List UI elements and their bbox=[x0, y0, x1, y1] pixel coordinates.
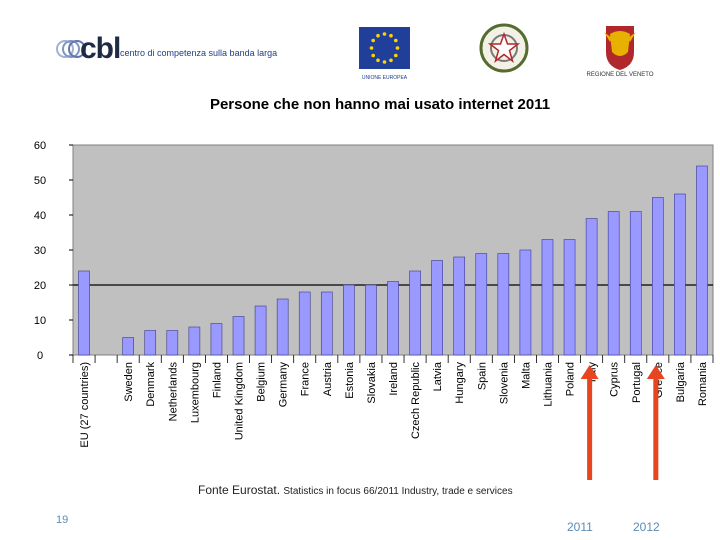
source-main: Fonte Eurostat. bbox=[198, 483, 281, 497]
bar bbox=[122, 337, 134, 356]
bar bbox=[320, 291, 333, 356]
bar bbox=[387, 281, 399, 356]
bar bbox=[453, 256, 466, 356]
italian-star-emblem-icon bbox=[479, 23, 529, 73]
bar bbox=[276, 298, 289, 356]
y-tick-label: 30 bbox=[34, 245, 46, 257]
bar bbox=[188, 326, 201, 356]
x-tick-label: Estonia bbox=[344, 361, 356, 399]
bar bbox=[696, 165, 708, 356]
x-tick-label: Romania bbox=[697, 361, 709, 406]
slide-number: 19 bbox=[56, 514, 69, 526]
bar bbox=[409, 270, 421, 356]
x-tick-label: Cyprus bbox=[609, 362, 621, 397]
bar bbox=[585, 218, 598, 356]
y-tick-label: 50 bbox=[34, 175, 46, 187]
y-tick-label: 20 bbox=[34, 280, 46, 292]
bar bbox=[541, 239, 554, 356]
x-tick-label: Ireland bbox=[388, 362, 400, 396]
x-tick-label: Portugal bbox=[631, 362, 643, 403]
eu-flag-logo: UNIONE EUROPEA bbox=[357, 25, 412, 81]
bar bbox=[365, 284, 377, 356]
bar bbox=[519, 249, 532, 356]
x-tick-label: Netherlands bbox=[167, 362, 179, 422]
eu-stars-icon bbox=[359, 27, 410, 69]
veneto-caption: REGIONE DEL VENETO bbox=[586, 72, 654, 78]
x-tick-label: Malta bbox=[520, 361, 532, 389]
bar bbox=[431, 260, 443, 356]
y-tick-label: 0 bbox=[37, 350, 43, 362]
y-tick-label: 40 bbox=[34, 210, 46, 222]
x-tick-label: Czech Republic bbox=[410, 362, 422, 440]
bar bbox=[78, 270, 90, 356]
annotation-arrow-head bbox=[580, 365, 599, 379]
bar bbox=[652, 197, 664, 356]
x-tick-label: Austria bbox=[322, 361, 334, 396]
x-tick-label: France bbox=[300, 362, 312, 396]
x-tick-label: EU (27 countries) bbox=[79, 362, 91, 448]
x-tick-label: Germany bbox=[278, 362, 290, 408]
bar bbox=[563, 239, 576, 356]
x-tick-label: Lithuania bbox=[542, 361, 554, 407]
bar bbox=[166, 330, 179, 356]
bar bbox=[298, 291, 311, 356]
x-tick-label: Luxembourg bbox=[189, 362, 201, 423]
cbl-rings-icon bbox=[56, 40, 86, 58]
bar-chart: Persone che non hanno mai usato internet… bbox=[34, 96, 714, 480]
bar bbox=[629, 211, 642, 356]
x-tick-label: Hungary bbox=[454, 362, 466, 404]
x-tick-label: Poland bbox=[565, 362, 577, 396]
cbl-tagline: centro di competenza sulla banda larga bbox=[120, 48, 278, 58]
bar bbox=[607, 211, 620, 356]
x-tick-label: Spain bbox=[476, 362, 488, 390]
bar bbox=[144, 330, 157, 356]
cbl-logo-mark: cbl bbox=[80, 32, 121, 65]
bar bbox=[497, 253, 510, 356]
year-label-2011: 2011 bbox=[567, 520, 593, 534]
eu-caption: UNIONE EUROPEA bbox=[361, 75, 408, 81]
x-tick-label: Latvia bbox=[432, 361, 444, 391]
x-tick-label: Finland bbox=[211, 362, 223, 398]
veneto-region-logo: REGIONE DEL VENETO bbox=[586, 22, 654, 82]
source-note: Fonte Eurostat. Statistics in focus 66/2… bbox=[198, 483, 513, 497]
annotation-arrow-head bbox=[646, 365, 665, 379]
italian-emblem-logo bbox=[478, 22, 530, 74]
winged-lion-icon bbox=[604, 26, 636, 70]
chart-title: Persone che non hanno mai usato internet… bbox=[210, 96, 550, 113]
x-tick-label: Slovakia bbox=[366, 361, 378, 403]
bar bbox=[232, 316, 245, 356]
bar bbox=[254, 305, 267, 356]
x-tick-label: Sweden bbox=[123, 362, 135, 402]
y-tick-label: 60 bbox=[34, 140, 46, 152]
year-label-2012: 2012 bbox=[633, 520, 660, 534]
bar bbox=[475, 253, 488, 356]
x-tick-label: Bulgaria bbox=[675, 361, 687, 402]
y-tick-label: 10 bbox=[34, 315, 46, 327]
x-tick-label: Belgium bbox=[256, 362, 268, 402]
source-detail: Statistics in focus 66/2011 Industry, tr… bbox=[283, 486, 513, 497]
bar bbox=[343, 284, 355, 356]
x-tick-label: Denmark bbox=[145, 362, 157, 407]
bar bbox=[210, 323, 223, 356]
cbl-logo: cbl centro di competenza sulla banda lar… bbox=[56, 30, 296, 70]
x-tick-label: Slovenia bbox=[498, 361, 510, 404]
x-tick-label: United Kingdom bbox=[234, 362, 246, 440]
bar bbox=[674, 193, 686, 356]
